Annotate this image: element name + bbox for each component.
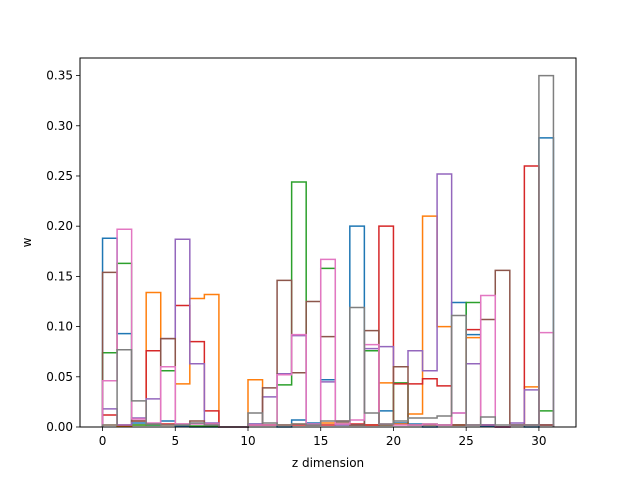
y-tick-label: 0.10 <box>46 320 73 334</box>
y-tick-label: 0.15 <box>46 269 73 283</box>
y-tick-label: 0.25 <box>46 169 73 183</box>
y-tick-label: 0.20 <box>46 219 73 233</box>
y-tick-label: 0.35 <box>46 69 73 83</box>
x-tick-label: 15 <box>313 434 328 448</box>
y-tick-label: 0.30 <box>46 119 73 133</box>
axes-frame <box>79 57 577 428</box>
plot-area <box>101 74 555 428</box>
x-tick-label: 0 <box>99 434 107 448</box>
x-axis-label: z dimension <box>292 456 364 470</box>
y-axis-label: w <box>20 237 34 247</box>
x-tick-label: 5 <box>171 434 179 448</box>
y-tick-label: 0.00 <box>46 420 73 434</box>
x-tick-label: 25 <box>459 434 474 448</box>
histogram-series-7 <box>101 228 555 428</box>
x-tick-label: 10 <box>240 434 255 448</box>
x-tick-label: 30 <box>531 434 546 448</box>
y-axis-ticks: 0.00 0.05 0.10 0.15 0.20 0.25 0.30 0.35 <box>46 69 80 434</box>
histogram-series-8 <box>101 74 555 428</box>
y-tick-label: 0.05 <box>46 370 73 384</box>
x-tick-label: 20 <box>386 434 401 448</box>
x-axis-ticks: 0 5 10 15 20 25 30 <box>99 427 547 448</box>
